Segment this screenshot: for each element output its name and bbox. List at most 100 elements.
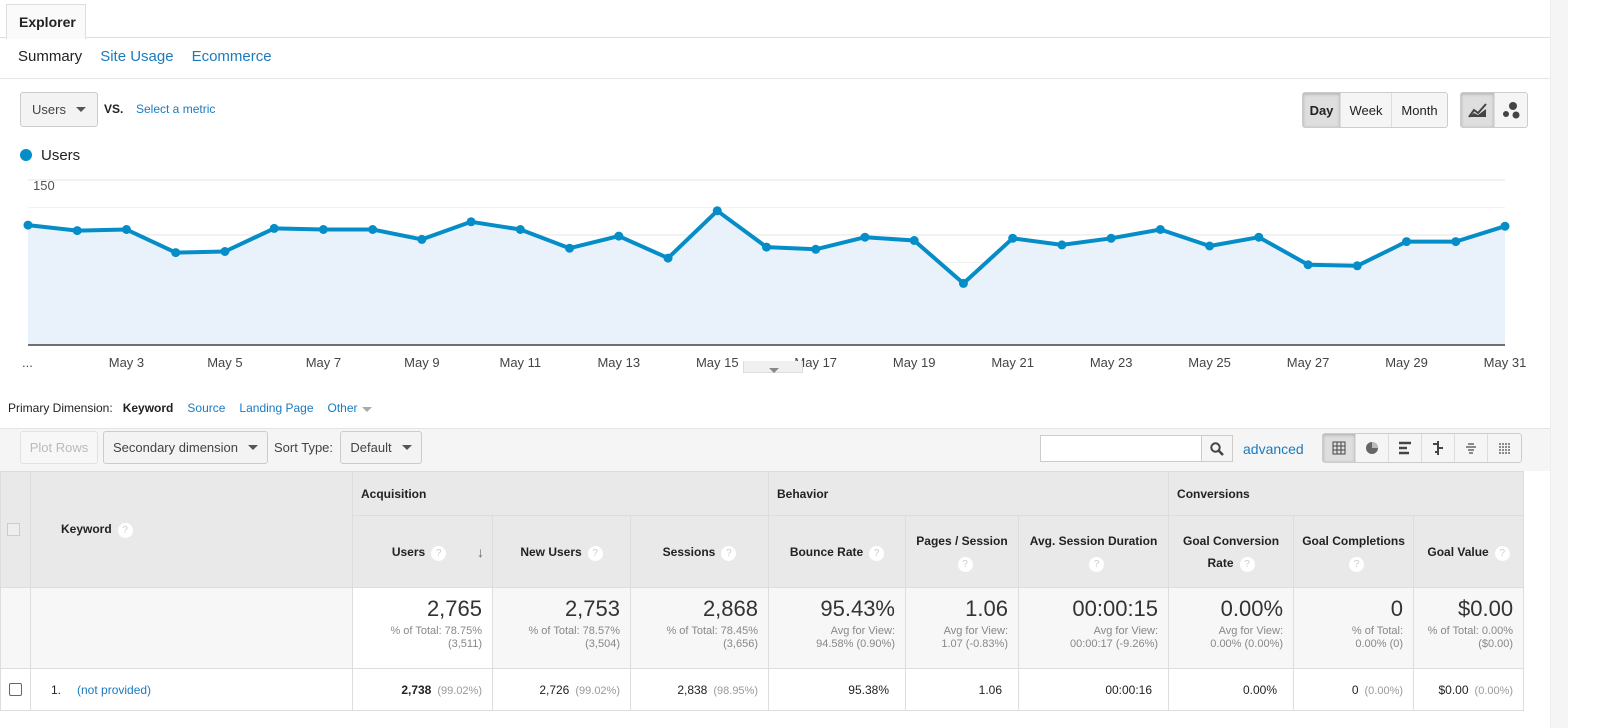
- bar-view-icon[interactable]: [1389, 434, 1422, 462]
- data-point: [811, 244, 821, 254]
- total-value: 00:00:15: [1072, 596, 1159, 621]
- sort-type-value: Default: [350, 440, 392, 455]
- dimension-other[interactable]: Other: [328, 401, 372, 415]
- scrollbar[interactable]: [1550, 0, 1568, 728]
- help-icon[interactable]: ?: [587, 545, 603, 561]
- keyword-link[interactable]: (not provided): [77, 682, 152, 697]
- chart-collapse-handle[interactable]: [743, 361, 803, 373]
- total-note: % of Total: 78.75%: [390, 625, 482, 637]
- column-header[interactable]: Goal Conversion Rate?: [1168, 515, 1295, 588]
- secondary-dimension-label: Secondary dimension: [112, 440, 239, 455]
- motion-chart-icon[interactable]: [1495, 93, 1527, 127]
- column-header[interactable]: Goal Completions?: [1293, 515, 1415, 588]
- term-cloud-view-icon[interactable]: [1455, 434, 1488, 462]
- data-point: [1057, 240, 1067, 250]
- table-search-input[interactable]: [1040, 435, 1202, 462]
- column-header[interactable]: Avg. Session Duration?: [1017, 515, 1170, 588]
- column-header[interactable]: Pages / Session?: [905, 515, 1019, 588]
- help-icon[interactable]: ?: [957, 556, 973, 572]
- column-header[interactable]: New Users?: [492, 515, 631, 588]
- total-cell: 2,753 % of Total: 78.57% (3,504): [492, 587, 631, 669]
- table-row[interactable]: 1. (not provided) 2,738 (99.02%) 2,726 (99.0…: [0, 668, 1525, 711]
- sort-type-dropdown[interactable]: Default: [340, 431, 422, 464]
- tab-explorer[interactable]: Explorer: [6, 4, 86, 39]
- help-icon[interactable]: ?: [1494, 545, 1510, 561]
- help-icon[interactable]: ?: [721, 545, 737, 561]
- column-header[interactable]: Goal Value?: [1413, 515, 1525, 588]
- help-icon[interactable]: ?: [869, 545, 885, 561]
- x-tick-label: May 11: [499, 355, 541, 370]
- help-icon[interactable]: ?: [1349, 556, 1365, 572]
- total-value: 2,868: [702, 596, 758, 621]
- data-point: [515, 225, 525, 234]
- x-tick-label: May 21: [991, 355, 1034, 370]
- data-point: [1155, 225, 1165, 234]
- data-point: [1352, 261, 1362, 271]
- tab-bar: [0, 0, 1550, 38]
- total-note: % of Total: 0.00%: [1427, 625, 1514, 637]
- x-tick-label: ...: [22, 355, 33, 370]
- total-cell: 2,868 % of Total: 78.45% (3,656): [630, 587, 769, 669]
- data-point: [860, 232, 870, 242]
- table-view-icon[interactable]: [1323, 434, 1356, 462]
- dimension-keyword[interactable]: Keyword: [122, 401, 174, 415]
- table-column-header: Users? ↓ New Users? Sessions? Bounce Rate? Pa…: [1, 515, 1525, 588]
- column-header[interactable]: Sessions?: [630, 515, 769, 588]
- divider: [0, 78, 1550, 79]
- plot-rows-button[interactable]: Plot Rows: [20, 431, 98, 464]
- row-checkbox[interactable]: [9, 683, 22, 696]
- data-point: [23, 220, 33, 230]
- interval-day-button[interactable]: Day: [1303, 93, 1341, 127]
- total-cell: 2,765 % of Total: 78.75% (3,511): [352, 587, 493, 669]
- total-note: 94.58% (0.90%): [816, 638, 895, 650]
- help-icon[interactable]: ?: [431, 545, 447, 561]
- interval-selector: Day Week Month: [1302, 92, 1448, 128]
- primary-dimension-label: Primary Dimension:: [8, 401, 113, 415]
- total-note: (3,656): [723, 638, 758, 650]
- data-point: [1254, 232, 1264, 242]
- keyword-header[interactable]: Keyword?: [30, 471, 353, 588]
- x-tick-label: May 9: [404, 355, 439, 370]
- help-icon[interactable]: ?: [1089, 556, 1105, 572]
- secondary-dimension-dropdown[interactable]: Secondary dimension: [103, 431, 268, 464]
- advanced-link[interactable]: advanced: [1243, 441, 1304, 457]
- chevron-down-icon: [75, 107, 86, 112]
- subtab-site-usage[interactable]: Site Usage: [100, 48, 174, 65]
- interval-month-button[interactable]: Month: [1392, 93, 1447, 127]
- total-value: 0.00%: [1220, 596, 1284, 621]
- row-cell: $0.00 (0.00%): [1413, 668, 1525, 711]
- data-point: [565, 243, 575, 253]
- explorer-subtabs: Summary Site Usage Ecommerce: [18, 48, 272, 65]
- line-chart-icon[interactable]: [1461, 93, 1495, 127]
- column-header[interactable]: Users? ↓: [352, 515, 493, 588]
- row-cell: 00:00:16: [1017, 668, 1170, 711]
- pivot-view-icon[interactable]: [1488, 434, 1521, 462]
- total-note: 0.00% (0.00%): [1210, 638, 1284, 650]
- metric-dropdown[interactable]: Users: [20, 92, 98, 127]
- dimension-source[interactable]: Source: [187, 401, 226, 415]
- table-view-selector: [1322, 433, 1522, 463]
- total-cell: $0.00 % of Total: 0.00% ($0.00): [1413, 587, 1525, 669]
- x-tick-label: May 27: [1287, 355, 1330, 370]
- help-icon[interactable]: ?: [117, 522, 133, 538]
- pie-view-icon[interactable]: [1356, 434, 1389, 462]
- legend-dot-icon: [20, 149, 32, 161]
- subtab-summary[interactable]: Summary: [18, 48, 83, 65]
- help-icon[interactable]: ?: [1239, 556, 1255, 572]
- search-button[interactable]: [1201, 435, 1233, 462]
- dimension-landing-page[interactable]: Landing Page: [239, 401, 314, 415]
- legend-users: Users: [41, 147, 81, 164]
- data-point: [1008, 233, 1018, 243]
- select-all-checkbox[interactable]: [7, 523, 20, 536]
- select-metric-link[interactable]: Select a metric: [136, 102, 216, 116]
- data-point: [318, 225, 328, 234]
- subtab-ecommerce[interactable]: Ecommerce: [191, 48, 272, 65]
- row-cell: 0 (0.00%): [1293, 668, 1415, 711]
- column-header[interactable]: Bounce Rate?: [768, 515, 906, 588]
- x-tick-label: May 17: [794, 355, 837, 370]
- x-tick-label: May 3: [109, 355, 144, 370]
- comparison-view-icon[interactable]: [1422, 434, 1455, 462]
- x-tick-label: May 5: [207, 355, 242, 370]
- interval-week-button[interactable]: Week: [1341, 93, 1392, 127]
- total-note: % of Total: 78.57%: [528, 625, 620, 637]
